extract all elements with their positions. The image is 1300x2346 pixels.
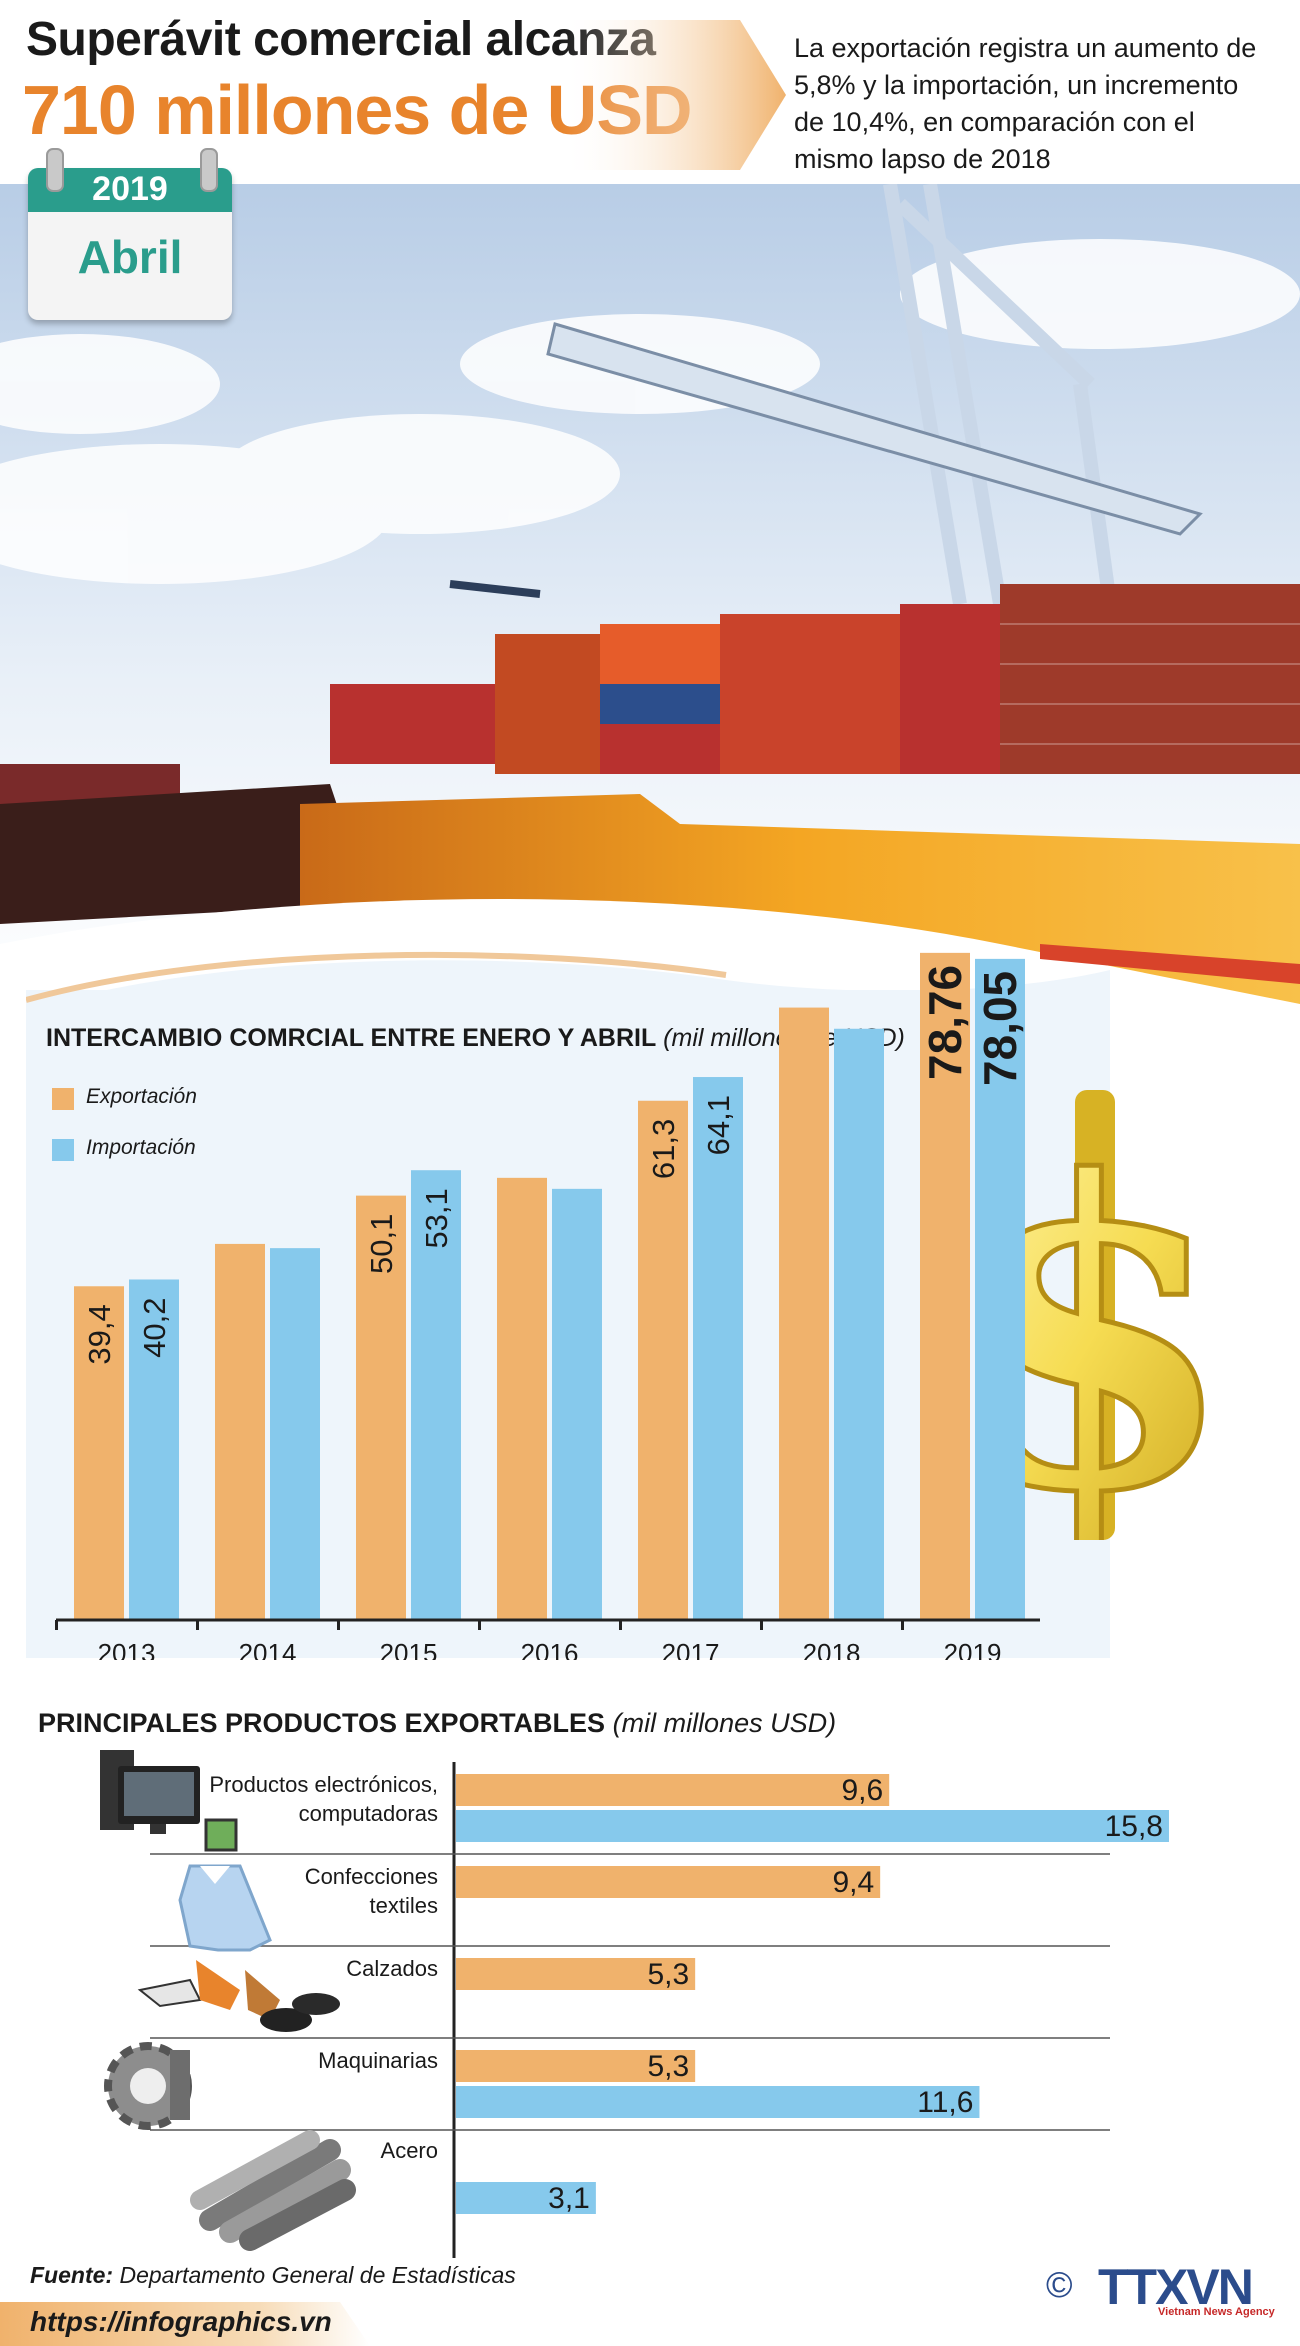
hbar-label-4-2019: 3,1 [548,2182,590,2215]
product-label-line: computadoras [298,1801,438,1826]
x-tick-label-2018: 2018 [803,1638,861,1660]
hbar-label-0-2019: 15,8 [1105,1810,1163,1843]
copyright-icon: © [1046,2264,1073,2305]
product-label-3: Maquinarias [318,2046,438,2075]
bar-export-2014 [215,1243,265,1620]
product-label-0: Productos electrónicos, computadoras [209,1770,438,1828]
product-label-line: Maquinarias [318,2048,438,2073]
data-label-export-2019: 78,76 [919,965,971,1080]
intro-text: La exportación registra un aumento de 5,… [794,33,1257,174]
hbar-2-2018 [456,1958,696,1990]
bar-import-2019 [975,958,1025,1620]
product-label-line: Acero [380,2138,438,2163]
data-label-import-2015: 53,1 [419,1188,454,1248]
legend-swatch-export [52,1088,74,1110]
data-label-import-2013: 40,2 [137,1297,172,1357]
chart2-title-text: PRINCIPALES PRODUCTOS EXPORTABLES [38,1708,606,1738]
data-label-export-2013: 39,4 [82,1304,117,1364]
legend-swatch-import [52,1139,74,1161]
website-link[interactable]: https://infographics.vn [30,2306,332,2337]
bar-import-2017 [693,1077,743,1620]
ttxvn-logo-subtitle: Vietnam News Agency [1158,2306,1275,2318]
product-label-2: Calzados [346,1954,438,1983]
calendar-ring-icon [200,148,218,192]
chart2-bars: 9,6 15,8 9,4 5,3 5,3 11,6 3,1 [100,1750,1169,2258]
x-tick-label-2016: 2016 [521,1638,579,1660]
hbar-label-3-2018: 5,3 [647,2050,689,2083]
source-text: Fuente: Departamento General de Estadíst… [30,2262,516,2289]
legend-label-import: Importación [86,1136,196,1159]
hbar-1-2018 [456,1866,881,1898]
x-tick-label-2013: 2013 [98,1638,156,1660]
product-label-line: Confecciones [304,1864,438,1889]
product-label-1: Confecciones textiles [305,1862,438,1920]
data-label-import-2017: 64,1 [701,1095,736,1155]
chart1-bars: 39,4 40,2 50,1 53,1 61,3 64,1 78,76 78,05 2013 2… [55,952,1040,1660]
chart1-panel-wave [26,951,1110,1010]
ttxvn-logo: TTXVN [1098,2259,1254,2315]
bar-export-2017 [638,1100,688,1620]
hbar-label-3-2019: 11,6 [917,2086,973,2119]
hbar-3-2018 [456,2050,696,2082]
bar-export-2015 [356,1195,406,1620]
product-label-line: textiles [369,1893,438,1918]
gear-icon [104,2042,192,2130]
x-tick-label-2014: 2014 [239,1638,297,1660]
product-label-4: Acero [381,2136,438,2165]
bar-import-2013 [129,1279,179,1620]
bar-export-2019 [920,952,970,1620]
x-tick-label-2015: 2015 [380,1638,438,1660]
steel-bars-icon [190,2130,356,2251]
calendar-ring-icon [46,148,64,192]
left-ship [0,784,370,924]
bar-export-2013 [74,1286,124,1620]
hbar-4-2019 [456,2182,596,2214]
port-scene [0,184,1300,1014]
x-tick-label-2019: 2019 [944,1638,1002,1660]
hbar-0-2018 [456,1774,890,1806]
product-label-line: Productos electrónicos, [209,1772,438,1797]
bar-import-2015 [411,1170,461,1620]
calendar-badge: 2019 Abril [28,148,232,320]
clouds [0,239,1300,584]
hbar-label-2-2018: 5,3 [647,1958,689,1991]
chart1-title-text: INTERCAMBIO COMRCIAL ENTRE ENERO Y ABRIL [46,1024,657,1052]
containers [0,584,1300,824]
hbar-label-0-2018: 9,6 [841,1774,883,1807]
legend-label-export: Exportación [86,1085,197,1108]
calendar-month: Abril [77,231,183,283]
crane-boom [546,322,1203,536]
product-label-line: Calzados [346,1956,438,1981]
title-line-1: Superávit comercial alcanza [26,13,656,66]
data-label-export-2015: 50,1 [364,1214,399,1274]
shirt-icon [178,1864,272,1952]
data-label-export-2017: 61,3 [646,1119,681,1179]
bar-export-2018 [779,1007,829,1620]
hbar-3-2019 [456,2086,980,2118]
chart2-unit: (mil millones USD) [612,1708,837,1738]
bar-export-2016 [497,1177,547,1620]
source-value: Departamento General de Estadísticas [119,2262,516,2288]
title-arrow-shape [560,20,786,170]
x-tick-label-2017: 2017 [662,1638,720,1660]
footer-band [0,2302,370,2346]
hbar-label-1-2018: 9,4 [832,1866,874,1899]
bar-import-2018 [834,1028,884,1620]
hbar-0-2019 [456,1810,1169,1842]
bar-import-2014 [270,1248,320,1620]
calendar-year: 2019 [92,170,168,208]
chart2-title: PRINCIPALES PRODUCTOS EXPORTABLES (mil m… [38,1708,836,1739]
bar-import-2016 [552,1188,602,1620]
shoes-icon [137,1960,340,2032]
source-label: Fuente: [30,2262,114,2288]
computer-icon [100,1750,238,1852]
data-label-import-2019: 78,05 [974,971,1026,1086]
